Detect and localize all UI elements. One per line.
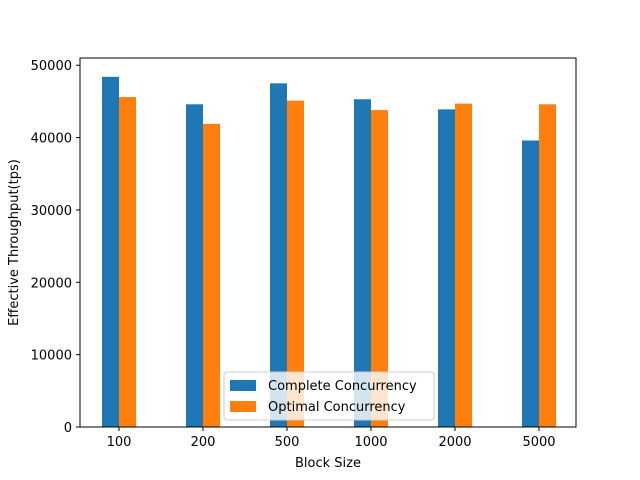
x-tick-label: 200 xyxy=(191,435,216,450)
x-tick-label: 1000 xyxy=(354,435,387,450)
bar-optimal-500 xyxy=(287,100,304,427)
x-axis-label: Block Size xyxy=(295,456,361,471)
y-tick-label: 0 xyxy=(64,421,72,436)
legend: Complete Concurrency Optimal Concurrency xyxy=(223,371,435,421)
bar-optimal-5000 xyxy=(539,104,556,428)
x-axis-ticks: 100 200 500 1000 2000 5000 xyxy=(107,427,556,450)
plot-frame xyxy=(79,57,577,428)
bar-complete-1000 xyxy=(354,99,371,427)
y-tick-label: 30000 xyxy=(31,204,72,219)
y-axis-label: Effective Throughput(tps) xyxy=(7,159,22,326)
legend-swatch xyxy=(230,401,256,412)
y-tick-label: 50000 xyxy=(31,59,72,74)
legend-swatch xyxy=(230,380,256,391)
bar-optimal-100 xyxy=(119,97,136,427)
y-tick-label: 10000 xyxy=(31,349,72,364)
bar-complete-5000 xyxy=(522,140,539,427)
bar-complete-2000 xyxy=(438,109,455,427)
bar-optimal-200 xyxy=(203,123,220,427)
bar-optimal-2000 xyxy=(455,103,472,428)
bar-complete-500 xyxy=(270,83,287,427)
y-tick-label: 20000 xyxy=(31,276,72,291)
legend-label: Optimal Concurrency xyxy=(268,400,406,415)
bar-complete-100 xyxy=(102,76,119,427)
bars-group xyxy=(102,76,556,428)
legend-label: Complete Concurrency xyxy=(268,379,417,394)
bar-optimal-1000 xyxy=(371,110,388,427)
x-tick-label: 2000 xyxy=(438,435,471,450)
y-axis-ticks: 0 10000 20000 30000 40000 50000 xyxy=(31,59,80,436)
x-tick-label: 100 xyxy=(107,435,132,450)
y-tick-label: 40000 xyxy=(31,132,72,147)
legend-box xyxy=(223,371,435,421)
bar-complete-200 xyxy=(186,104,203,428)
x-tick-label: 500 xyxy=(275,435,300,450)
x-tick-label: 5000 xyxy=(522,435,555,450)
